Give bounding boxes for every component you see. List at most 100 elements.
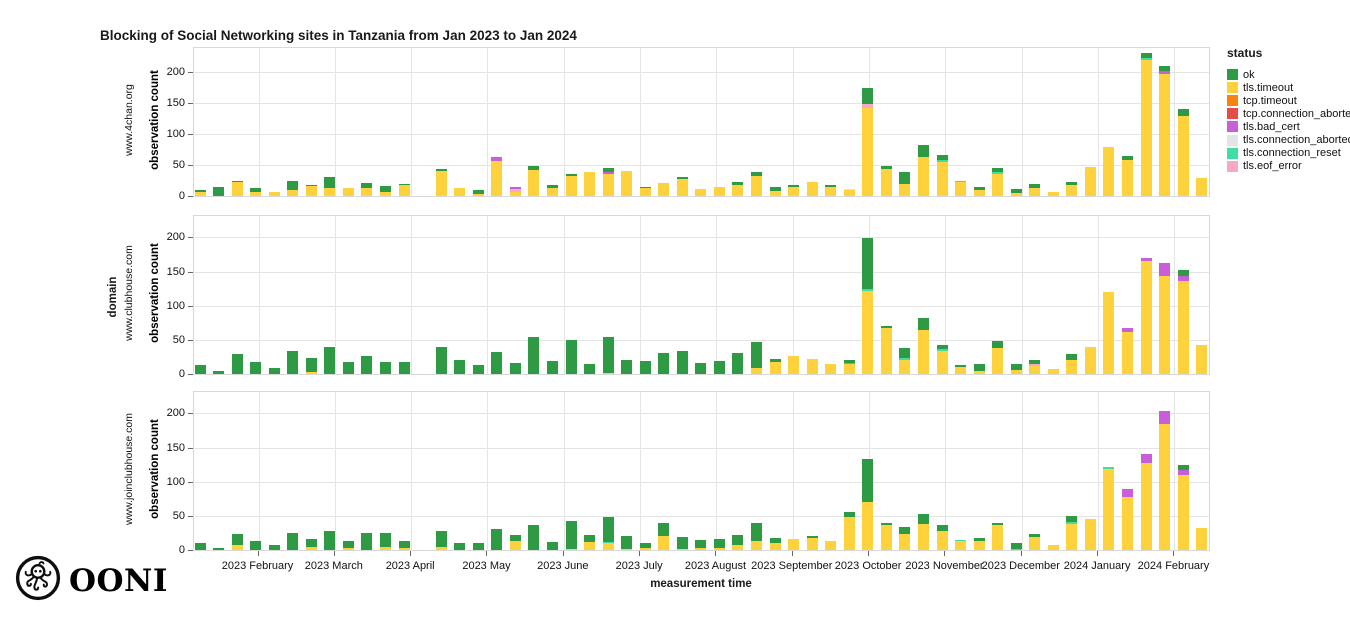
bar-segment[interactable] [268, 367, 280, 374]
bar-segment[interactable] [1159, 73, 1171, 196]
bar-segment[interactable] [305, 546, 317, 550]
bar-segment[interactable] [231, 545, 243, 550]
bar-segment[interactable] [1159, 424, 1171, 550]
bar-segment[interactable] [1140, 260, 1152, 374]
bar-segment[interactable] [992, 167, 1004, 173]
bar-segment[interactable] [843, 363, 855, 365]
bar-segment[interactable] [565, 174, 577, 176]
bar-segment[interactable] [695, 189, 707, 196]
bar-segment[interactable] [602, 372, 614, 374]
bar-segment[interactable] [1140, 52, 1152, 58]
bar-segment[interactable] [380, 191, 391, 196]
bar-segment[interactable] [491, 528, 503, 550]
bar-segment[interactable] [658, 536, 670, 550]
bar-segment[interactable] [287, 189, 299, 196]
bar-segment[interactable] [973, 189, 985, 196]
bar-segment[interactable] [843, 364, 855, 374]
bar-segment[interactable] [454, 360, 466, 374]
bar-segment[interactable] [1122, 160, 1133, 196]
bar-segment[interactable] [509, 534, 521, 542]
bar-segment[interactable] [509, 189, 521, 193]
bar-segment[interactable] [843, 360, 855, 364]
bar-segment[interactable] [491, 352, 503, 374]
bar-segment[interactable] [788, 187, 800, 196]
bar-segment[interactable] [1159, 275, 1171, 374]
bar-segment[interactable] [1177, 281, 1189, 374]
bar-segment[interactable] [695, 540, 707, 548]
bar-segment[interactable] [1010, 548, 1022, 550]
bar-segment[interactable] [528, 337, 540, 374]
bar-segment[interactable] [1177, 116, 1189, 196]
bar-segment[interactable] [1010, 192, 1022, 196]
bar-segment[interactable] [1066, 184, 1078, 196]
bar-segment[interactable] [973, 186, 985, 190]
bar-segment[interactable] [1084, 346, 1096, 374]
bar-segment[interactable] [658, 523, 670, 537]
bar-segment[interactable] [584, 171, 596, 196]
bar-segment[interactable] [361, 355, 373, 374]
bar-segment[interactable] [380, 546, 391, 550]
bar-segment[interactable] [342, 187, 354, 196]
bar-segment[interactable] [1122, 332, 1133, 374]
bar-segment[interactable] [973, 541, 985, 550]
bar-segment[interactable] [1196, 178, 1208, 196]
bar-segment[interactable] [546, 361, 558, 374]
bar-segment[interactable] [194, 191, 206, 196]
bar-segment[interactable] [565, 175, 577, 196]
bar-segment[interactable] [992, 525, 1004, 550]
bar-segment[interactable] [676, 350, 688, 374]
bar-segment[interactable] [639, 547, 651, 550]
bar-segment[interactable] [936, 160, 948, 162]
bar-segment[interactable] [528, 524, 540, 550]
bar-segment[interactable] [250, 541, 262, 550]
bar-segment[interactable] [751, 522, 762, 542]
bar-segment[interactable] [936, 345, 948, 350]
bar-segment[interactable] [862, 501, 874, 550]
bar-segment[interactable] [862, 289, 874, 291]
bar-segment[interactable] [1084, 166, 1096, 196]
bar-segment[interactable] [435, 546, 447, 550]
bar-segment[interactable] [955, 539, 967, 542]
bar-segment[interactable] [676, 548, 688, 550]
bar-segment[interactable] [194, 365, 206, 374]
bar-segment[interactable] [213, 547, 225, 550]
bar-segment[interactable] [862, 107, 874, 196]
bar-segment[interactable] [1066, 182, 1078, 185]
bar-segment[interactable] [751, 541, 762, 550]
bar-segment[interactable] [769, 538, 781, 543]
bar-segment[interactable] [1177, 108, 1189, 117]
bar-segment[interactable] [472, 543, 484, 550]
bar-segment[interactable] [1029, 364, 1041, 366]
bar-segment[interactable] [324, 530, 336, 550]
bar-segment[interactable] [1196, 344, 1208, 374]
bar-segment[interactable] [1177, 464, 1189, 471]
bar-segment[interactable] [342, 541, 354, 548]
bar-segment[interactable] [1103, 467, 1115, 469]
bar-segment[interactable] [1066, 515, 1078, 522]
bar-segment[interactable] [732, 544, 744, 550]
bar-segment[interactable] [1140, 59, 1152, 196]
bar-segment[interactable] [880, 522, 892, 526]
bar-segment[interactable] [602, 171, 614, 174]
bar-segment[interactable] [973, 364, 985, 371]
bar-segment[interactable] [899, 183, 911, 196]
bar-segment[interactable] [713, 361, 725, 374]
bar-segment[interactable] [936, 351, 948, 374]
bar-segment[interactable] [305, 186, 317, 196]
bar-segment[interactable] [546, 184, 558, 188]
bar-segment[interactable] [936, 530, 948, 550]
bar-segment[interactable] [1047, 192, 1059, 196]
bar-segment[interactable] [213, 186, 225, 196]
bar-segment[interactable] [658, 182, 670, 196]
bar-segment[interactable] [862, 88, 874, 104]
bar-segment[interactable] [435, 169, 447, 171]
bar-segment[interactable] [231, 182, 243, 196]
bar-segment[interactable] [435, 170, 447, 196]
bar-segment[interactable] [1010, 369, 1022, 374]
bar-segment[interactable] [1177, 470, 1189, 475]
bar-segment[interactable] [695, 363, 707, 374]
bar-segment[interactable] [992, 341, 1004, 349]
bar-segment[interactable] [825, 186, 837, 196]
bar-segment[interactable] [1103, 147, 1115, 196]
bar-segment[interactable] [1010, 189, 1022, 193]
